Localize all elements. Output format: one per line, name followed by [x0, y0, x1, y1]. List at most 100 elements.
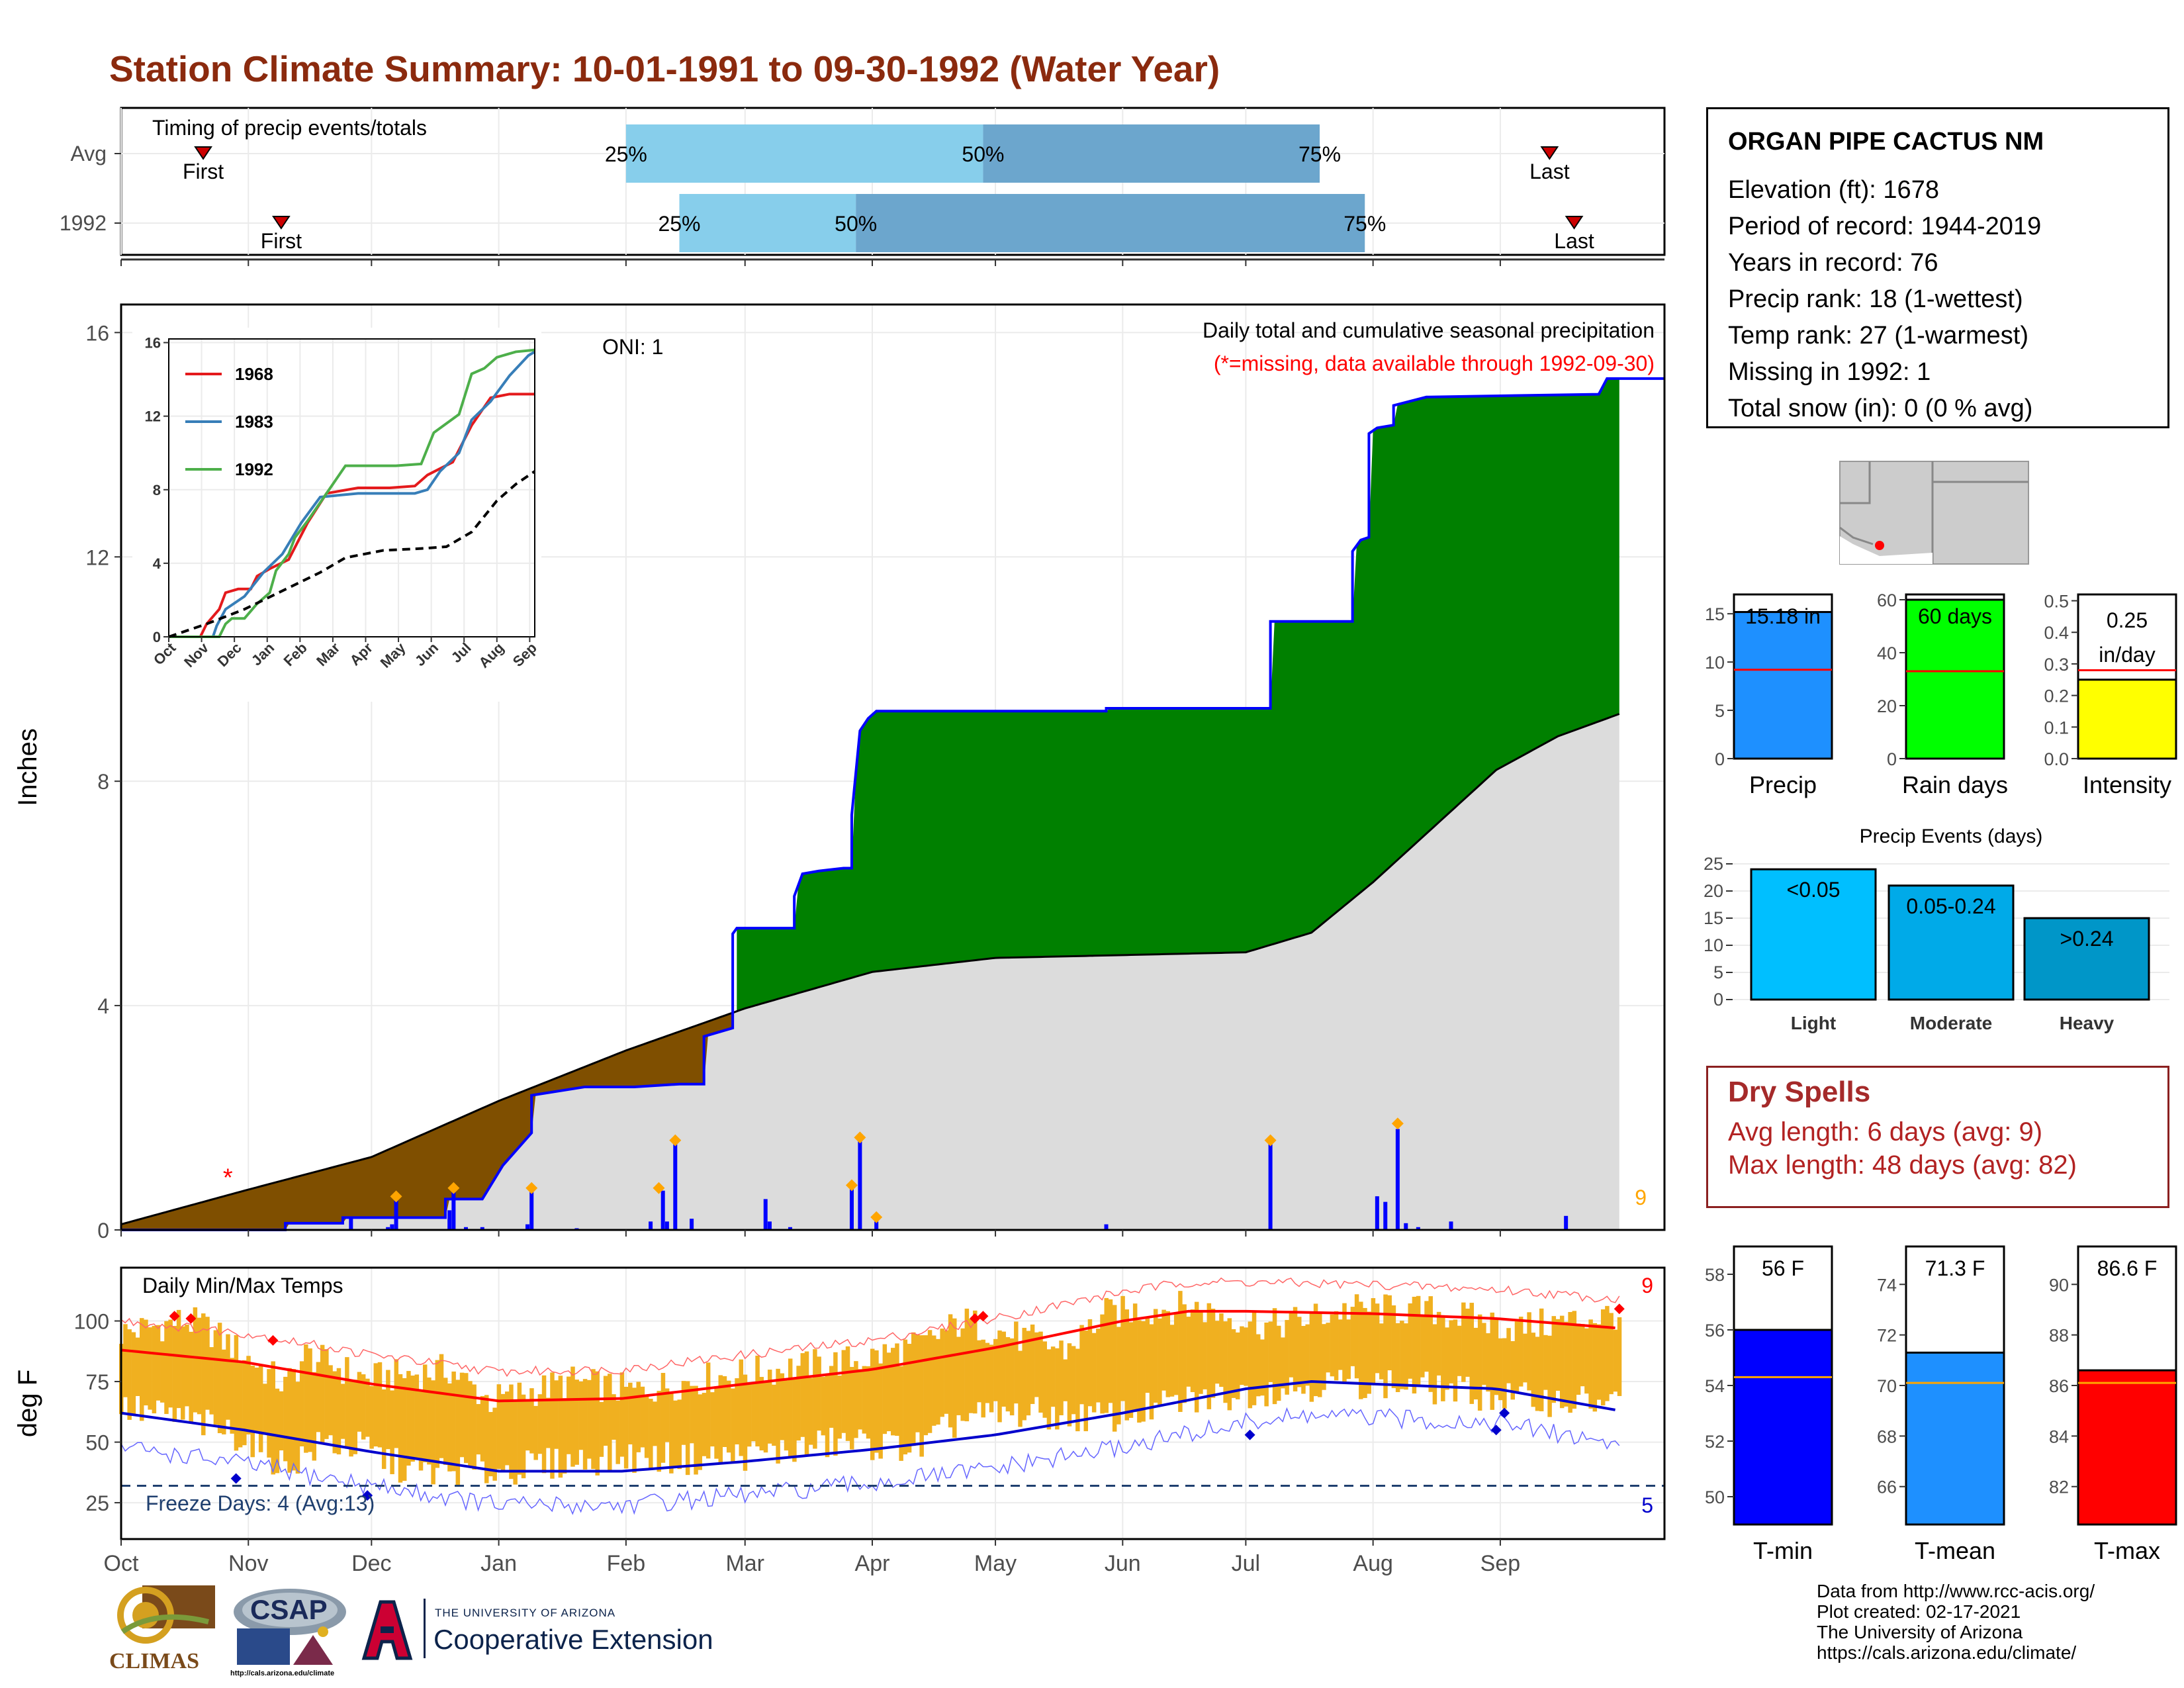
temp-daily-bar	[780, 1373, 785, 1440]
temp-daily-bar	[447, 1383, 452, 1472]
month-tick-label: Mar	[725, 1551, 764, 1576]
temp-daily-bar	[246, 1356, 251, 1434]
temp-daily-bar	[1096, 1329, 1101, 1403]
precip-daily-bar	[788, 1227, 792, 1230]
temp-daily-bar	[660, 1372, 666, 1463]
precip-events-y-tick-label: 20	[1704, 881, 1723, 901]
precip-summary-intensity-category-label: Intensity	[2083, 771, 2171, 798]
timing-bar-first-half	[679, 194, 856, 252]
temp-daily-bar	[550, 1372, 555, 1479]
temp-summary-t-min-value-label: 56 F	[1762, 1256, 1804, 1280]
temp-daily-bar	[324, 1349, 329, 1439]
precip-daily-bar	[394, 1199, 398, 1230]
precip-corner-count: 9	[1635, 1186, 1647, 1209]
temp-daily-bar	[1596, 1324, 1602, 1400]
precip-event-marker	[669, 1134, 682, 1147]
precip-daily-bar	[1449, 1221, 1453, 1230]
temp-daily-bar	[373, 1363, 379, 1447]
temp-daily-bar	[1038, 1331, 1043, 1413]
temp-daily-bar	[1613, 1329, 1618, 1392]
temp-daily-bar	[1240, 1326, 1244, 1385]
temp-daily-bar	[739, 1359, 744, 1456]
precip-daily-bar	[664, 1221, 669, 1230]
temp-daily-bar	[1441, 1315, 1445, 1401]
temp-avg-min-line	[120, 1380, 1615, 1473]
precip-events-category-label: Light	[1791, 1013, 1836, 1033]
temp-daily-bar	[899, 1366, 903, 1461]
temp-daily-bar	[582, 1379, 588, 1470]
temp-daily-bar	[1514, 1321, 1520, 1393]
temp-daily-bar	[1354, 1294, 1359, 1379]
timing-q25-label: 25%	[605, 142, 647, 166]
precip-avg-line	[120, 713, 1620, 1225]
temp-daily-bar	[767, 1370, 772, 1444]
precip-daily-bar	[447, 1210, 452, 1230]
temp-daily-bar	[476, 1404, 481, 1455]
temp-daily-bar	[923, 1335, 929, 1436]
precip-event-marker	[1264, 1134, 1277, 1147]
temp-daily-bar	[694, 1385, 698, 1475]
temp-daily-bar	[1588, 1319, 1593, 1409]
temp-daily-bar	[1523, 1333, 1527, 1383]
temp-daily-bar	[1326, 1323, 1330, 1373]
temp-summary-t-min-bar	[1733, 1329, 1833, 1526]
temp-daily-bar	[271, 1361, 275, 1475]
timing-last-label: Last	[1554, 229, 1594, 253]
temp-daily-bar	[1137, 1320, 1142, 1423]
temp-daily-bar	[1014, 1321, 1019, 1404]
station-info-box: ORGAN PIPE CACTUS NM Elevation (ft): 167…	[1706, 107, 2169, 428]
timing-bar-second-half	[983, 124, 1320, 183]
temp-summary-t-mean-y-tick-label: 68	[1877, 1427, 1897, 1446]
temp-daily-bar	[176, 1309, 181, 1409]
timing-q75-label: 75%	[1298, 142, 1341, 166]
dry-spells-avg: Avg length: 6 days (avg: 9)	[1728, 1117, 2043, 1147]
temp-daily-bar	[677, 1399, 682, 1470]
temp-daily-bar	[390, 1390, 394, 1474]
precip-daily-bar	[690, 1219, 694, 1230]
precip-oni-annotation: ONI: 1	[602, 335, 663, 359]
temp-daily-bar	[1518, 1317, 1524, 1387]
temp-daily-bar	[1494, 1319, 1499, 1395]
precip-summary-precip-y-tick-label: 5	[1715, 701, 1725, 721]
temp-daily-bar	[1322, 1324, 1326, 1390]
temp-daily-bar	[1580, 1324, 1585, 1387]
temp-daily-bar	[554, 1380, 559, 1449]
temp-daily-bar	[1309, 1312, 1314, 1402]
temp-daily-bar	[1432, 1324, 1437, 1405]
precip-events-y-tick-label: 10	[1704, 935, 1723, 955]
temp-summary-t-max-y-tick-label: 90	[2049, 1275, 2069, 1295]
temp-daily-bar	[1330, 1314, 1335, 1377]
temp-summary-t-max-category-label: T-max	[2094, 1537, 2160, 1564]
temp-daily-bar	[1408, 1303, 1412, 1379]
temp-record-low-marker	[1499, 1407, 1510, 1419]
temp-daily-bar	[1067, 1343, 1072, 1427]
temp-daily-bar	[459, 1372, 465, 1458]
temp-daily-bar	[1132, 1303, 1138, 1412]
timing-q50-label: 50%	[962, 142, 1004, 166]
temp-daily-bar	[525, 1400, 530, 1451]
timing-q75-label: 75%	[1343, 212, 1386, 236]
csap-logo: CSAP http://cals.arizona.edu/climate	[230, 1589, 349, 1681]
precip-events-y-tick-label: 5	[1713, 962, 1723, 982]
temp-daily-bar	[1281, 1337, 1285, 1389]
precip-summary-intensity-y-tick-label: 0.4	[2044, 623, 2069, 643]
temp-daily-bar	[1079, 1325, 1084, 1405]
temp-daily-bar	[1543, 1335, 1548, 1390]
temp-daily-bar	[578, 1381, 584, 1450]
temp-daily-bar	[275, 1388, 280, 1474]
temp-daily-bar	[1506, 1328, 1511, 1383]
temp-daily-bar	[1383, 1294, 1388, 1399]
month-tick-label: Jul	[1232, 1551, 1260, 1576]
temp-daily-bar	[1600, 1309, 1606, 1406]
temp-summary-t-min: 50 52 54 56 58 56 F T-min	[1705, 1245, 1833, 1564]
inset-legend-label: 1983	[235, 412, 273, 432]
temp-daily-bar	[1214, 1321, 1220, 1384]
temp-daily-bar	[705, 1362, 711, 1459]
temp-daily-bar	[710, 1392, 715, 1447]
temp-daily-bar	[299, 1361, 304, 1446]
temp-daily-bar	[1531, 1333, 1536, 1407]
temp-daily-bar	[1231, 1329, 1236, 1398]
temp-daily-bar	[1605, 1305, 1610, 1401]
temp-daily-bar	[1617, 1317, 1622, 1396]
temp-daily-bar	[944, 1330, 949, 1414]
